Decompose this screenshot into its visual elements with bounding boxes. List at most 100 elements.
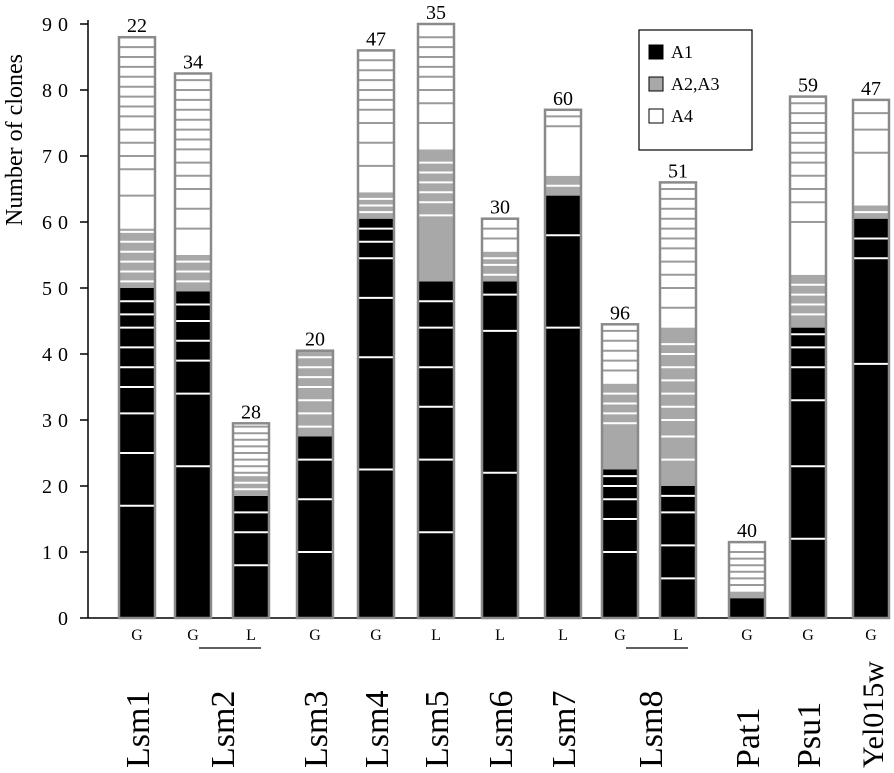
bar-psu1-g [788, 95, 828, 620]
segment-a1 [790, 327, 826, 618]
y-axis-title: Number of clones [2, 54, 28, 226]
bar-outline [231, 422, 271, 620]
bar-total-label-11: 59 [798, 75, 818, 97]
bar-lsm2-l [231, 422, 271, 620]
group-label-pat1: Pat1 [730, 708, 767, 768]
bar-code-label-10: G [741, 627, 753, 644]
label-layer: 22 G 34 G 28 L 20 G 47 G 35 L 30 L 60 L 96 G 51 L 40 G 59 G 47 G L… [120, 2, 890, 768]
y-tick-label-9: 90 [42, 14, 74, 36]
group-label-lsm4: Lsm4 [359, 691, 396, 768]
bar-code-label-4: G [370, 627, 382, 644]
segment-a1 [660, 486, 696, 618]
group-label-lsm6: Lsm6 [483, 691, 520, 768]
y-tick-label-7: 70 [42, 146, 74, 168]
bar-outline [851, 98, 891, 620]
bar-total-label-6: 30 [490, 197, 510, 219]
bar-total-label-5: 35 [426, 2, 446, 24]
legend-label-1: A2,A3 [671, 74, 720, 94]
bar-total-label-2: 28 [241, 401, 261, 423]
segment-a4 [790, 96, 826, 275]
group-label-yel015w: Yel015w [857, 661, 890, 768]
segment-a4 [418, 24, 454, 150]
y-tick-label-2: 20 [42, 476, 74, 498]
segment-a2a3 [602, 383, 638, 470]
segment-a1 [545, 195, 581, 618]
segment-a1 [175, 291, 211, 618]
bar-lsm4-g [356, 49, 396, 620]
bar-code-label-6: L [495, 627, 505, 644]
bar-lsm7-l [543, 108, 583, 620]
group-label-lsm7: Lsm7 [546, 691, 583, 768]
segment-a2a3 [790, 274, 826, 328]
segment-a2a3 [233, 476, 269, 496]
y-tick-label-4: 40 [42, 344, 74, 366]
bar-code-label-3: G [309, 627, 321, 644]
bar-yel015w-g [851, 98, 891, 620]
y-tick-label-8: 80 [42, 80, 74, 102]
segment-a4 [175, 73, 211, 255]
legend-swatch-0 [648, 44, 664, 60]
legend-label-0: A1 [671, 42, 693, 62]
segment-a2a3 [175, 255, 211, 292]
bar-outline [117, 35, 157, 620]
segment-a4 [119, 37, 155, 229]
bar-total-label-9: 51 [668, 160, 688, 182]
bar-lsm1-g [117, 35, 157, 620]
segment-a1 [729, 598, 765, 618]
legend-swatch-2 [648, 108, 664, 124]
y-tick-label-5: 50 [42, 278, 74, 300]
bar-lsm8-g [600, 323, 640, 620]
legend-swatch-1 [648, 76, 664, 92]
bar-total-label-12: 47 [861, 78, 881, 100]
group-label-lsm5: Lsm5 [419, 691, 456, 768]
y-tick-label-6: 60 [42, 212, 74, 234]
bar-code-label-8: G [614, 627, 626, 644]
bar-pat1-g [727, 540, 767, 620]
bar-outline [356, 49, 396, 620]
y-tick-label-1: 10 [42, 542, 74, 564]
legend: A1 A2,A3 A4 [638, 29, 753, 151]
segment-a4 [358, 50, 394, 193]
bar-code-label-12: G [865, 627, 877, 644]
bar-total-label-7: 60 [553, 88, 573, 110]
bar-code-label-0: G [131, 627, 143, 644]
bar-outline [658, 181, 698, 620]
bar-outline [600, 323, 640, 620]
group-label-psu1: Psu1 [791, 702, 828, 768]
bar-total-label-4: 47 [366, 28, 386, 50]
bar-outline [416, 22, 456, 620]
bar-outline [295, 349, 335, 620]
segment-a1 [853, 218, 889, 618]
bar-code-label-7: L [558, 627, 568, 644]
bar-total-label-10: 40 [737, 520, 757, 542]
segment-a1 [358, 218, 394, 618]
segment-a4 [482, 218, 518, 252]
bar-code-label-1: G [187, 627, 199, 644]
group-label-lsm1: Lsm1 [120, 691, 157, 768]
segment-a4 [729, 542, 765, 592]
segment-a4 [602, 324, 638, 384]
group-label-lsm8: Lsm8 [633, 691, 670, 768]
bar-outline [727, 540, 767, 620]
y-tick-label-3: 30 [42, 410, 74, 432]
bar-code-label-9: L [673, 627, 683, 644]
bar-lsm8-l [658, 181, 698, 620]
segment-a1 [297, 436, 333, 618]
bar-outline [788, 95, 828, 620]
bar-code-label-11: G [802, 627, 814, 644]
bar-outline [173, 72, 213, 620]
bar-total-label-0: 22 [127, 15, 147, 37]
bar-code-label-2: L [246, 627, 256, 644]
segment-a4 [660, 182, 696, 328]
bar-code-label-5: L [431, 627, 441, 644]
bar-outline [480, 217, 520, 620]
legend-label-2: A4 [671, 106, 693, 126]
bar-lsm5-l [416, 22, 456, 620]
segment-a2a3 [119, 228, 155, 288]
bar-total-label-1: 34 [183, 52, 203, 74]
bar-lsm3-g [295, 349, 335, 620]
bar-outline [543, 108, 583, 620]
segment-a2a3 [297, 350, 333, 437]
segment-a1 [482, 281, 518, 618]
